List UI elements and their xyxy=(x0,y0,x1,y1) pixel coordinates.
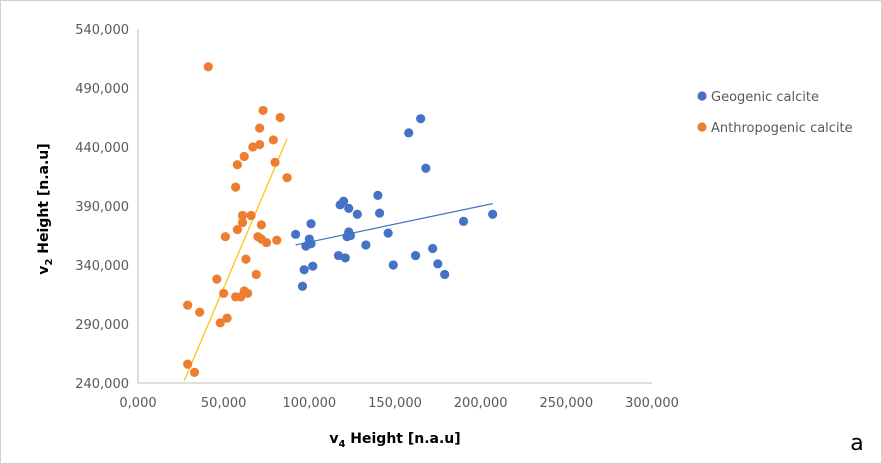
x-axis-title: v4 Height [n.a.u] xyxy=(329,431,460,450)
anthropogenic-calcitepoint xyxy=(241,254,251,264)
y-tick-label: 240,000 xyxy=(75,377,129,392)
anthropogenic-calcitepoint xyxy=(183,300,193,310)
anthropogenic-calcitepoint xyxy=(256,220,266,230)
x-tick-labels: 0,000 50,000 100,000 150,000 200,000 250,000 3… xyxy=(119,396,678,411)
anthropogenic-calcitepoint xyxy=(258,105,268,116)
geogenic-calcitepoint xyxy=(458,216,469,226)
geogenic-calcitepoint xyxy=(306,219,316,229)
data-points xyxy=(183,62,498,377)
y-tick-label: 290,000 xyxy=(75,318,129,333)
anthropogenic-calcitepoint xyxy=(255,123,265,133)
x-tick-label: 50,000 xyxy=(201,396,247,411)
legend: Geogenic calcite Anthropogenic calcite xyxy=(697,90,853,136)
anthropogenic-calcitepoint xyxy=(268,135,278,145)
geogenic-calcitepoint xyxy=(488,209,498,219)
geogenic-calcitepoint xyxy=(344,203,354,213)
anthropogenic-calcitepoint xyxy=(246,210,256,221)
anthropogenic-calcitepoint xyxy=(237,217,248,228)
y-tick-labels: 240,000 290,000 340,000 390,000 440,000 490,0… xyxy=(75,23,129,392)
trendlines xyxy=(183,138,493,381)
geogenic-calcitepoint xyxy=(428,243,438,254)
anthropogenic-calcitepoint xyxy=(222,313,232,323)
anthropogenic-calcitepoint xyxy=(251,269,261,280)
geogenic-calcitepoint xyxy=(291,229,301,239)
geogenic-calcitepoint xyxy=(410,250,421,261)
geogenic-calcitetrendline xyxy=(295,203,493,246)
x-tick-label: 0,000 xyxy=(119,396,156,411)
anthropogenic-calcitepoint xyxy=(232,225,242,235)
y-tick-label: 440,000 xyxy=(75,141,129,156)
y-tick-label: 540,000 xyxy=(75,23,129,38)
anthropogenic-calcitepoint xyxy=(255,140,265,150)
geogenic-calcitepoint xyxy=(299,265,309,275)
x-tick-label: 150,000 xyxy=(368,396,422,411)
anthropogenic-calcitepoint xyxy=(203,62,213,72)
geogenic-calcitepoint xyxy=(373,190,383,200)
geogenic-calcitepoint xyxy=(374,208,385,218)
geogenic-calcitepoint xyxy=(440,269,450,280)
anthropogenic-calcitepoint xyxy=(239,151,249,162)
anthropogenic-calcitepoint xyxy=(220,232,230,242)
y-tick-label: 390,000 xyxy=(75,200,129,215)
geogenic-calcitepoint xyxy=(383,228,393,238)
legend-label-anthropogenic-calcite: Anthropogenic calcite xyxy=(711,121,853,136)
anthropogenic-calcitepoint xyxy=(282,173,292,183)
anthropogenic-calcitepoint xyxy=(272,235,282,245)
anthropogenic-calcitepoint xyxy=(243,288,253,298)
anthropogenic-calcitepoint xyxy=(232,160,242,170)
y-axis-title: v2 Height [n.a.u] xyxy=(36,143,55,274)
y-tick-label: 490,000 xyxy=(75,82,129,97)
geogenic-calcitepoint xyxy=(388,260,398,270)
geogenic-calcitepoint xyxy=(306,239,316,249)
geogenic-calcitepoint xyxy=(297,281,308,291)
legend-marker-anthropogenic-calcite xyxy=(697,122,707,132)
y-tick-label: 340,000 xyxy=(75,259,129,274)
geogenic-calcitepoint xyxy=(340,253,350,263)
x-tick-label: 100,000 xyxy=(282,396,336,411)
geogenic-calcitepoint xyxy=(308,261,318,271)
legend-label-geogenic-calcite: Geogenic calcite xyxy=(711,90,819,105)
anthropogenic-calcitepoint xyxy=(261,237,272,248)
anthropogenic-calcitepoint xyxy=(237,210,248,221)
anthropogenic-calcitetrendline xyxy=(183,138,288,381)
geogenic-calcitepoint xyxy=(352,209,362,219)
geogenic-calcitepoint xyxy=(345,230,356,241)
x-tick-label: 300,000 xyxy=(625,396,679,411)
anthropogenic-calcitepoint xyxy=(183,359,193,369)
legend-marker-geogenic-calcite xyxy=(697,91,707,101)
anthropogenic-calcitepoint xyxy=(189,367,200,377)
anthropogenic-calcitepoint xyxy=(195,307,205,317)
geogenic-calcitepoint xyxy=(433,259,443,269)
geogenic-calcitepoint xyxy=(416,114,426,124)
geogenic-calcitepoint xyxy=(404,128,414,138)
x-tick-label: 250,000 xyxy=(539,396,593,411)
anthropogenic-calcitepoint xyxy=(231,182,241,192)
geogenic-calcitepoint xyxy=(421,163,431,173)
anthropogenic-calcitepoint xyxy=(219,288,229,298)
geogenic-calcitepoint xyxy=(339,196,349,206)
anthropogenic-calcitepoint xyxy=(275,112,285,123)
anthropogenic-calcitepoint xyxy=(270,157,280,167)
geogenic-calcitepoint xyxy=(361,240,371,250)
anthropogenic-calcitepoint xyxy=(212,274,222,284)
panel-label: a xyxy=(850,431,863,456)
axes xyxy=(137,29,652,384)
anthropogenic-calcitepoint xyxy=(215,318,225,328)
x-tick-label: 200,000 xyxy=(454,396,508,411)
